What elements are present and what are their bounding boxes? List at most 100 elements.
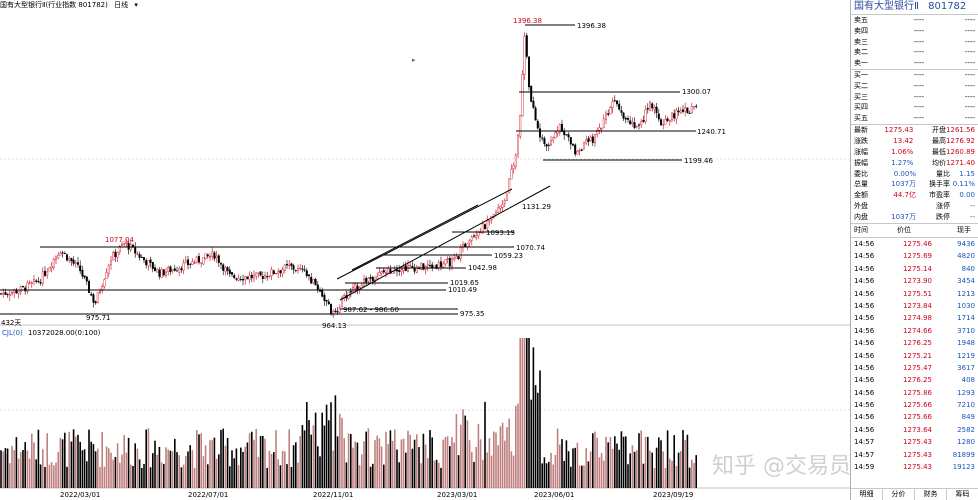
tick-vol: 4820 xyxy=(957,252,975,261)
orderbook-vol: ---- xyxy=(964,48,975,57)
volume-bar xyxy=(145,429,147,488)
chevron-down-icon[interactable]: ▾ xyxy=(134,1,138,9)
volume-bar xyxy=(669,458,671,488)
quote-value: -- xyxy=(969,213,975,222)
label-987: 987.62 - 986.60 xyxy=(343,306,399,314)
volume-bar xyxy=(658,437,660,488)
tab-detail[interactable]: 明细 xyxy=(851,489,883,500)
tick-time: 14:56 xyxy=(854,239,875,248)
volume-bar xyxy=(130,464,132,488)
volume-bar xyxy=(567,451,570,488)
candle xyxy=(114,251,117,257)
tick-price: 1275.43 xyxy=(903,463,932,472)
candle xyxy=(197,256,200,263)
orderbook-label: 卖四 xyxy=(854,26,868,35)
quote-value xyxy=(874,201,916,212)
orderbook-row: 买四 ---- ---- xyxy=(851,102,978,113)
channel-lower xyxy=(339,185,551,301)
tab-price[interactable]: 分价 xyxy=(883,489,915,500)
volume-bar xyxy=(653,467,656,488)
volume-bar xyxy=(79,441,81,488)
candle xyxy=(532,100,535,108)
candle xyxy=(371,277,374,281)
tick-row: 14:56 1274.66 3710 xyxy=(851,325,978,337)
volume-bar xyxy=(640,430,642,488)
volume-bar xyxy=(112,459,114,488)
tick-row: 14:56 1276.25 1948 xyxy=(851,337,978,349)
tab-chips[interactable]: 筹码 xyxy=(947,489,978,500)
price-chart[interactable]: 1396.38 1396.38 1300.07 1240.71 1199.46 … xyxy=(0,0,850,500)
orderbook-vol: ---- xyxy=(964,16,975,24)
volume-bar xyxy=(2,451,4,488)
volume-bar xyxy=(411,448,414,488)
tick-row: 14:56 1275.21 1219 xyxy=(851,350,978,362)
orderbook-price: ---- xyxy=(913,92,924,101)
candle xyxy=(316,284,319,291)
volume-bar xyxy=(20,451,22,488)
quote-row: 涨跌 13.42 最高 1276.92 xyxy=(851,136,978,147)
volume-bar xyxy=(396,449,398,488)
candle xyxy=(512,165,515,170)
candle xyxy=(125,241,128,244)
tick-time: 14:56 xyxy=(854,277,875,286)
volume-bar xyxy=(677,452,680,488)
candle xyxy=(59,253,62,256)
chart-area[interactable]: 国有大型银行Ⅱ(行业指数 801782) 日线 ▾ xyxy=(0,0,895,500)
quote-key: 开盘 xyxy=(932,125,947,134)
ticks-list[interactable]: 14:56 1275.46 9436 14:56 1275.69 4820 14:56 127… xyxy=(851,238,978,473)
volume-bar xyxy=(255,428,257,488)
tick-vol: 81899 xyxy=(952,450,975,459)
candle xyxy=(671,112,674,121)
candle xyxy=(87,281,90,293)
volume-bar xyxy=(684,440,686,488)
candle xyxy=(677,110,680,113)
candle xyxy=(213,252,216,259)
candle xyxy=(140,256,143,258)
volume-bar xyxy=(367,428,370,488)
candle xyxy=(508,178,511,194)
candle xyxy=(589,137,592,141)
volume-bar xyxy=(409,434,411,488)
candle xyxy=(668,120,671,122)
tick-price: 1275.47 xyxy=(903,363,932,372)
volume-bar xyxy=(209,440,211,488)
volume-bar xyxy=(103,466,106,488)
label-975-low: 975.71 xyxy=(86,314,111,322)
candle xyxy=(387,268,390,274)
quote-key: 总量 xyxy=(854,180,868,189)
volume-bar xyxy=(204,445,207,488)
candle xyxy=(501,204,504,208)
volume-bar xyxy=(35,459,37,488)
candle xyxy=(594,134,597,144)
quote-value: -- xyxy=(969,202,975,211)
volume-bar xyxy=(0,450,2,488)
tick-price: 1275.86 xyxy=(903,388,932,397)
candle xyxy=(365,277,368,283)
volume-bar xyxy=(339,413,341,488)
volume-bar xyxy=(675,465,678,488)
orderbook-vol: ---- xyxy=(964,92,975,101)
volume-bar xyxy=(424,444,427,488)
volume-bar xyxy=(499,426,502,488)
orderbook-vol: ---- xyxy=(964,81,975,90)
quote-value: 0.11% xyxy=(952,180,975,189)
label-1240: 1240.71 xyxy=(697,128,726,136)
orderbook-price: ---- xyxy=(913,70,924,79)
candle xyxy=(554,131,557,139)
tick-price: 1275.66 xyxy=(903,413,932,422)
volume-bar xyxy=(559,444,561,488)
candle xyxy=(281,269,284,274)
candle xyxy=(151,262,154,269)
volume-bar xyxy=(457,455,460,488)
tick-vol: 1213 xyxy=(957,289,975,298)
volume-bar xyxy=(262,435,264,488)
scroll-arrow-icon: ▸ xyxy=(412,56,416,64)
volume-bar xyxy=(147,428,150,488)
tab-finance[interactable]: 财务 xyxy=(915,489,947,500)
volume-bar xyxy=(508,418,510,488)
period-label[interactable]: 日线 xyxy=(114,1,129,9)
candle xyxy=(536,120,539,129)
candle xyxy=(440,261,443,267)
candle xyxy=(409,264,412,266)
candle xyxy=(228,269,231,274)
